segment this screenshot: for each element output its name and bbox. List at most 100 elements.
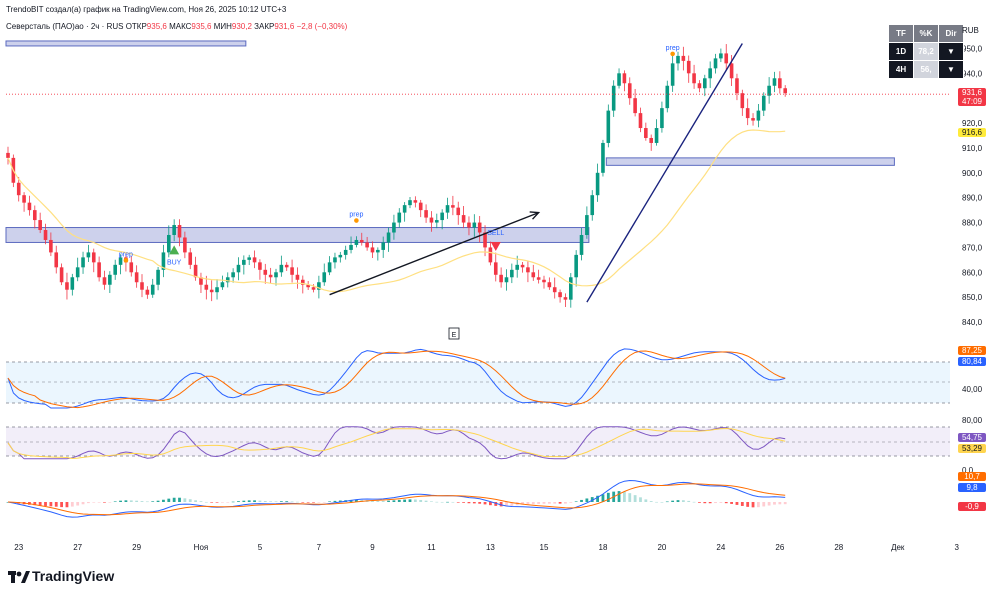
candle-body — [622, 73, 627, 84]
tf-row-1d: 1D — [888, 42, 914, 61]
macd-histogram-bar — [537, 502, 541, 504]
macd-histogram-bar — [671, 500, 675, 502]
moving-average-line — [7, 129, 786, 293]
candle-body — [745, 108, 750, 119]
macd-histogram-bar — [258, 500, 262, 502]
candle-body — [75, 267, 80, 278]
x-tick-label: 15 — [540, 543, 549, 552]
tf-header: TF — [888, 24, 914, 43]
support-zone-1 — [605, 157, 895, 166]
candle-body — [547, 282, 552, 288]
candle-body — [783, 88, 787, 94]
macd-histogram-bar — [381, 500, 385, 502]
tradingview-logo[interactable]: TradingView — [8, 568, 114, 584]
candle-body — [215, 287, 219, 293]
candle-body — [16, 182, 21, 196]
candle-body — [38, 220, 42, 231]
macd-histogram-bar — [242, 500, 246, 502]
candle-body — [740, 93, 745, 109]
candle-body — [724, 53, 729, 64]
candle-body — [708, 68, 712, 79]
currency-label: RUB — [962, 26, 979, 35]
tradingview-logo-icon — [8, 570, 30, 583]
macd-histogram-bar — [558, 502, 562, 504]
macd-histogram-bar — [692, 501, 696, 503]
candle-body — [719, 53, 723, 59]
macd-histogram-bar — [478, 502, 482, 504]
macd-histogram-bar — [65, 502, 69, 508]
macd-histogram-bar — [360, 499, 364, 502]
earnings-marker[interactable] — [448, 327, 460, 340]
macd-histogram-bar — [87, 502, 90, 504]
candle-body — [670, 63, 675, 86]
candle-body — [193, 264, 198, 278]
macd-histogram-bar — [569, 502, 573, 503]
macd-histogram-bar — [451, 501, 455, 503]
prep-label: prep — [119, 251, 133, 258]
macd-histogram-bar — [269, 501, 273, 502]
macd-histogram-bar — [521, 502, 524, 505]
candle-body — [86, 252, 91, 258]
open-value: 935,6 — [146, 22, 167, 31]
last-price-value: 931,6 — [961, 88, 983, 97]
candle-body — [145, 289, 150, 295]
macd-histogram-bar — [140, 501, 144, 502]
candle-body — [531, 272, 536, 278]
candle-body — [552, 287, 557, 293]
macd-histogram-bar — [210, 502, 214, 503]
candle-body — [617, 73, 621, 86]
prep-dot-icon — [670, 51, 675, 57]
macd-histogram-bar — [757, 502, 760, 508]
macd-histogram-bar — [467, 502, 471, 504]
candle-body — [644, 128, 648, 138]
sell-label: SELL — [487, 230, 504, 237]
open-label: ОТКР — [125, 22, 147, 31]
candle-body — [43, 230, 48, 240]
x-tick-label: 5 — [258, 543, 263, 552]
rsi-ma-line — [7, 427, 786, 460]
symbol-name[interactable]: Северсталь (ПАО)ао · 2ч · RUS — [6, 22, 124, 31]
macd-histogram-bar — [746, 502, 750, 507]
candle-body — [70, 277, 75, 290]
x-tick-label: 23 — [14, 543, 23, 552]
macd-pane[interactable] — [6, 479, 787, 518]
macd-histogram-bar — [606, 492, 610, 502]
macd-histogram-bar — [237, 501, 240, 502]
buy-signal-icon — [169, 245, 180, 255]
k-row-4h: 56, — [913, 60, 939, 79]
candle-body — [424, 210, 428, 218]
macd-histogram-bar — [76, 502, 80, 506]
macd-histogram-bar — [580, 499, 583, 502]
candle-body — [284, 264, 289, 268]
candle-body — [761, 95, 766, 111]
macd-histogram-bar — [639, 497, 642, 502]
candle-body — [161, 252, 166, 270]
macd-histogram-bar — [178, 497, 181, 502]
candle-body — [563, 297, 568, 300]
sell-signal-icon — [490, 241, 501, 251]
candle-body — [279, 264, 284, 273]
macd-histogram-bar — [708, 502, 712, 504]
candle-body — [386, 232, 391, 243]
rsi-pane[interactable] — [6, 426, 950, 460]
candle-body — [108, 274, 112, 285]
candle-body — [579, 234, 584, 255]
candle-body — [376, 249, 380, 253]
candle-body — [225, 277, 230, 283]
macd-histogram-bar — [440, 501, 444, 503]
candle-body — [150, 284, 155, 295]
earnings-marker-label: E — [452, 332, 457, 339]
macd-histogram-bar — [494, 502, 498, 506]
y-tick-label: 860,0 — [962, 268, 983, 277]
candle-body — [118, 257, 123, 265]
candle-body — [686, 60, 691, 74]
y-tick-label: 890,0 — [962, 194, 983, 203]
candle-body — [183, 237, 187, 253]
candle-body — [306, 284, 310, 288]
stochastic-pane[interactable] — [6, 348, 950, 409]
stoch-d-line — [7, 350, 786, 409]
macd-histogram-bar — [97, 502, 101, 503]
candle-body — [327, 262, 332, 273]
macd-histogram-bar — [119, 500, 122, 502]
